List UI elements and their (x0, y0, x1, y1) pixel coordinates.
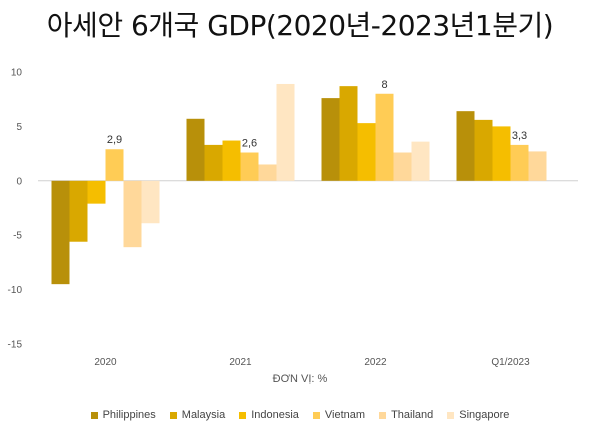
legend-item: Indonesia (239, 409, 299, 421)
bar-singapore-2020 (141, 180, 160, 224)
bar-thailand-q1-2023 (528, 151, 547, 181)
legend-item: Singapore (447, 409, 509, 421)
legend-label: Malaysia (181, 409, 226, 421)
y-tick-label: -10 (8, 285, 23, 296)
legend-label: Thailand (391, 409, 434, 421)
x-tick-label: 2022 (364, 357, 387, 368)
bar-vietnam-2022 (375, 93, 394, 181)
bar-philippines-2021 (186, 118, 205, 181)
bar-malaysia-2021 (204, 144, 223, 181)
x-tick-label: 2021 (229, 357, 252, 368)
bar-vietnam-q1-2023 (510, 144, 529, 181)
legend-item: Malaysia (169, 409, 226, 421)
legend-swatch (169, 411, 177, 419)
y-tick-label: 0 (16, 176, 22, 187)
legend-item: Vietnam (312, 409, 366, 421)
bar-vietnam-2021 (240, 152, 259, 181)
y-tick-label: 5 (16, 122, 22, 133)
data-label: 8 (381, 79, 387, 91)
y-tick-label: -5 (13, 231, 22, 242)
data-label: 2,9 (107, 134, 122, 146)
bar-thailand-2022 (393, 152, 412, 181)
legend-label: Philippines (102, 409, 156, 421)
bar-philippines-q1-2023 (456, 111, 475, 181)
bar-vietnam-2020 (105, 149, 124, 181)
bar-malaysia-q1-2023 (474, 119, 493, 181)
bar-singapore-2022 (411, 141, 430, 181)
bar-thailand-2021 (258, 164, 277, 181)
bar-philippines-2022 (321, 98, 340, 181)
bar-malaysia-2022 (339, 86, 358, 181)
x-tick-label: 2020 (94, 357, 117, 368)
unit-label: ĐƠN VỊ: % (272, 373, 328, 385)
legend-item: Thailand (379, 409, 433, 421)
y-tick-label: -15 (8, 340, 23, 351)
legend-swatch (239, 411, 247, 419)
bar-indonesia-q1-2023 (492, 126, 511, 181)
legend-item: Philippines (90, 409, 156, 421)
x-tick-label: Q1/2023 (491, 357, 530, 368)
data-label: 2,6 (242, 138, 257, 150)
y-tick-label: 10 (11, 68, 23, 79)
bar-thailand-2020 (123, 180, 142, 248)
legend-label: Vietnam (324, 409, 366, 421)
bar-indonesia-2021 (222, 140, 241, 181)
bar-singapore-2021 (276, 83, 295, 181)
legend-label: Indonesia (251, 409, 299, 421)
bar-malaysia-2020 (69, 180, 88, 242)
legend-swatch (447, 411, 455, 419)
data-label: 3,3 (512, 130, 527, 142)
legend-swatch (379, 411, 387, 419)
bar-indonesia-2022 (357, 123, 376, 181)
bar-philippines-2020 (51, 180, 70, 285)
legend: Philippines Malaysia Indonesia Vietnam Thail… (0, 409, 600, 421)
legend-swatch (312, 411, 320, 419)
chart-title: 아세안 6개국 GDP(2020년-2023년1분기) (46, 9, 554, 42)
legend-label: Singapore (459, 409, 510, 421)
legend-swatch (90, 411, 98, 419)
bar-indonesia-2020 (87, 180, 106, 204)
